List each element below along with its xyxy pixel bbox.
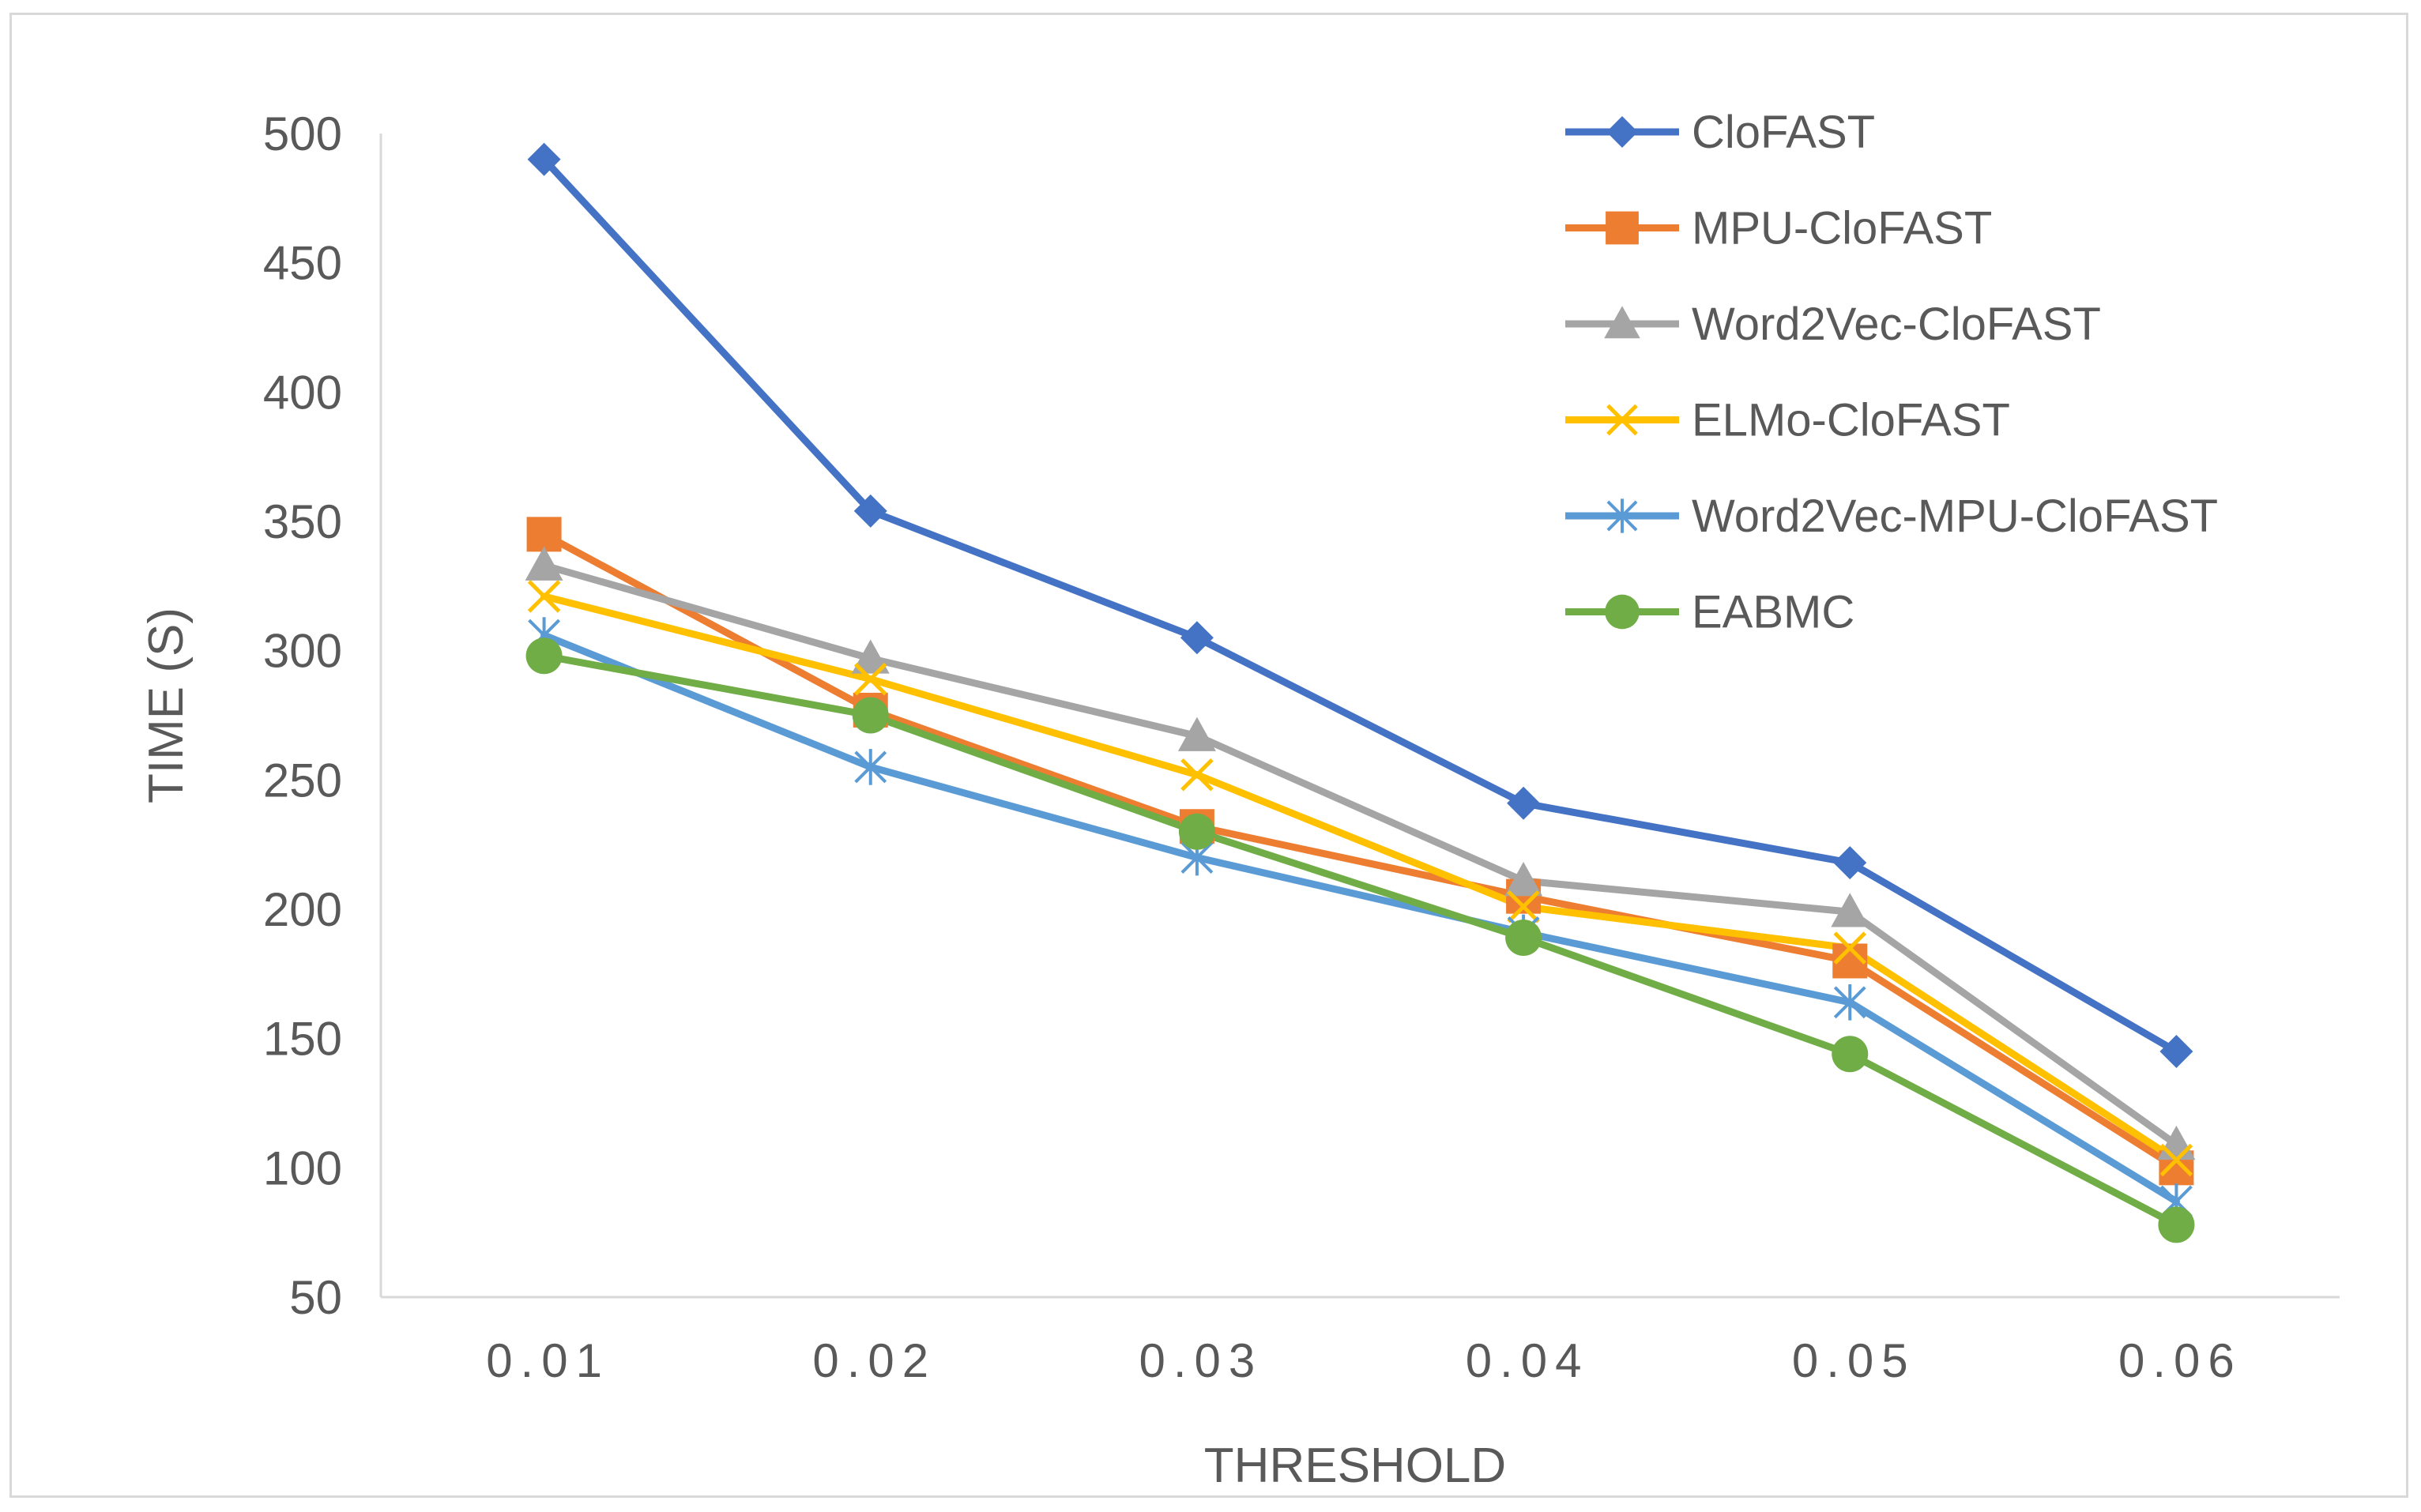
chart-frame: 500 450 400 350 300 250 200 150 100 50 0.01 0.02 0.… xyxy=(9,13,2408,1498)
data-point-word2vec-clofast xyxy=(851,639,890,674)
data-point-clofast xyxy=(1180,621,1214,655)
y-tick-label: 250 xyxy=(263,754,342,807)
data-point-word2vec-clofast xyxy=(1504,861,1543,897)
legend-item-elmo-clofast: ELMo-CloFAST xyxy=(1565,395,2010,446)
series-line-clofast xyxy=(540,156,2180,1055)
legend-marker-word2vec-clofast xyxy=(1604,306,1640,339)
data-point-eabmc xyxy=(1505,920,1542,957)
data-point-clofast xyxy=(527,142,561,176)
legend-marker-eabmc xyxy=(1605,594,1640,630)
data-point-word2vec-clofast xyxy=(1177,717,1216,751)
data-point-elmo-clofast xyxy=(527,580,561,613)
legend-label-word2vec-clofast: Word2Vec-CloFAST xyxy=(1692,299,2101,350)
legend-marker-mpu-clofast xyxy=(1606,211,1639,245)
data-point-eabmc xyxy=(1178,813,1215,850)
data-point-eabmc xyxy=(852,697,889,734)
legend-item-clofast: CloFAST xyxy=(1565,107,1875,158)
legend-item-word2vec-clofast: Word2Vec-CloFAST xyxy=(1565,299,2101,350)
data-point-word2vec-clofast xyxy=(525,546,563,581)
x-tick-label: 0.02 xyxy=(812,1334,936,1387)
y-axis-title: TIME (S) xyxy=(139,607,194,803)
legend-label-mpu-clofast: MPU-CloFAST xyxy=(1692,203,1992,254)
legend-marker-elmo-clofast xyxy=(1606,404,1638,436)
data-point-clofast xyxy=(853,494,887,528)
y-tick-label: 150 xyxy=(263,1013,342,1066)
axes xyxy=(379,134,2340,1299)
x-tick-labels: 0.01 0.02 0.03 0.04 0.05 0.06 xyxy=(486,1334,2242,1387)
data-point-eabmc xyxy=(2158,1206,2195,1243)
y-tick-label: 500 xyxy=(263,107,342,160)
x-tick-label: 0.04 xyxy=(1466,1334,1590,1387)
legend-label-clofast: CloFAST xyxy=(1692,107,1875,158)
x-tick-label: 0.06 xyxy=(2118,1334,2242,1387)
data-point-clofast xyxy=(1507,786,1541,820)
legend-label-eabmc: EABMC xyxy=(1692,587,1854,638)
data-point-elmo-clofast xyxy=(853,662,887,696)
data-point-elmo-clofast xyxy=(1180,758,1214,792)
y-tick-label: 100 xyxy=(263,1142,342,1194)
data-point-eabmc xyxy=(1832,1036,1869,1073)
legend-label-word2vec-mpu-clofast: Word2Vec-MPU-CloFAST xyxy=(1692,491,2218,542)
data-point-word2vec-mpu-clofast xyxy=(854,749,887,785)
x-tick-label: 0.05 xyxy=(1792,1334,1916,1387)
data-point-clofast xyxy=(1833,846,1867,880)
data-point-elmo-clofast xyxy=(1507,890,1540,923)
x-tick-label: 0.03 xyxy=(1139,1334,1263,1387)
legend-item-word2vec-mpu-clofast: Word2Vec-MPU-CloFAST xyxy=(1565,491,2218,542)
legend-marker-clofast xyxy=(1606,116,1638,148)
y-tick-label: 300 xyxy=(263,625,342,678)
series-line-eabmc xyxy=(540,652,2180,1228)
y-tick-label: 350 xyxy=(263,495,342,548)
series-line-elmo-clofast xyxy=(540,592,2180,1164)
series-markers xyxy=(525,142,2196,1243)
x-axis-title: THRESHOLD xyxy=(1204,1439,1506,1493)
data-point-eabmc xyxy=(525,638,563,675)
data-point-word2vec-mpu-clofast xyxy=(1833,984,1866,1021)
data-point-elmo-clofast xyxy=(1833,931,1867,965)
y-tick-labels: 500 450 400 350 300 250 200 150 100 50 xyxy=(263,107,342,1324)
y-tick-label: 200 xyxy=(263,883,342,936)
data-point-elmo-clofast xyxy=(2159,1143,2193,1177)
series-line-word2vec-mpu-clofast xyxy=(540,631,2180,1205)
series-line-word2vec-clofast xyxy=(540,562,2180,1149)
data-point-clofast xyxy=(2159,1035,2193,1069)
y-tick-label: 450 xyxy=(263,237,342,290)
legend-marker-word2vec-mpu-clofast xyxy=(1606,498,1638,533)
x-tick-label: 0.01 xyxy=(486,1334,610,1387)
series-lines xyxy=(540,156,2180,1228)
y-tick-label: 50 xyxy=(289,1271,342,1324)
data-point-mpu-clofast xyxy=(526,517,562,552)
y-tick-label: 400 xyxy=(263,366,342,419)
legend-item-mpu-clofast: MPU-CloFAST xyxy=(1565,203,1992,254)
legend: CloFAST MPU-CloFAST Word2Vec-CloFAST ELMo-C… xyxy=(1565,107,2218,638)
data-point-word2vec-clofast xyxy=(2157,1125,2196,1160)
data-point-word2vec-clofast xyxy=(1831,893,1869,927)
legend-label-elmo-clofast: ELMo-CloFAST xyxy=(1692,395,2010,446)
legend-item-eabmc: EABMC xyxy=(1565,587,1854,638)
series-line-mpu-clofast xyxy=(540,530,2180,1172)
